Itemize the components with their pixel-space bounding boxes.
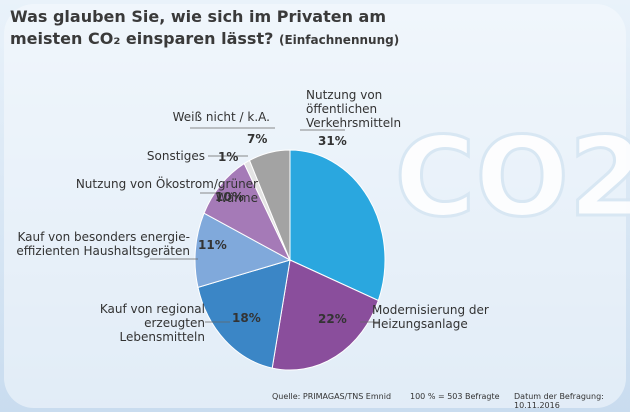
value-label: 22% <box>318 312 347 326</box>
pie-slice <box>289 149 386 302</box>
category-label: Weiß nicht / k.A. <box>172 110 270 124</box>
pie-slice <box>194 212 292 288</box>
category-label: Nutzung von öffentlichen Verkehrsmitteln <box>306 88 402 130</box>
category-label: Modernisierung der Heizungsanlage <box>372 303 489 331</box>
title-text: Was glauben Sie, wie sich im Privaten am… <box>10 7 386 48</box>
footer: Datum der Befragung: 10.11.2016 <box>514 392 604 410</box>
value-label: 7% <box>247 132 268 146</box>
illustration: CO2 <box>395 113 630 241</box>
category-label: Nutzung von Ökostrom/grüner Wärme <box>75 177 258 205</box>
subtitle: (Einfachnennung) <box>278 33 400 47</box>
category-label: Kauf von regional erzeugten Lebensmittel… <box>99 302 205 344</box>
value-label: 1% <box>218 150 239 164</box>
value-label: 18% <box>232 311 261 325</box>
value-label: 11% <box>198 238 227 252</box>
footer: 100 % = 503 Befragte <box>410 392 500 401</box>
value-label: 31% <box>318 134 347 148</box>
category-label: Kauf von besonders energie­effizienten H… <box>16 230 190 258</box>
pie-slice <box>271 259 379 371</box>
pie-slice <box>248 149 291 261</box>
value-label: 10% <box>215 190 244 204</box>
footer: Quelle: PRIMAGAS/TNS Emnid <box>272 392 392 401</box>
category-label: Sonstiges <box>146 149 205 163</box>
pie-slice <box>197 259 291 369</box>
chart-title: Was glauben Sie, wie sich im Privaten am… <box>10 6 450 51</box>
